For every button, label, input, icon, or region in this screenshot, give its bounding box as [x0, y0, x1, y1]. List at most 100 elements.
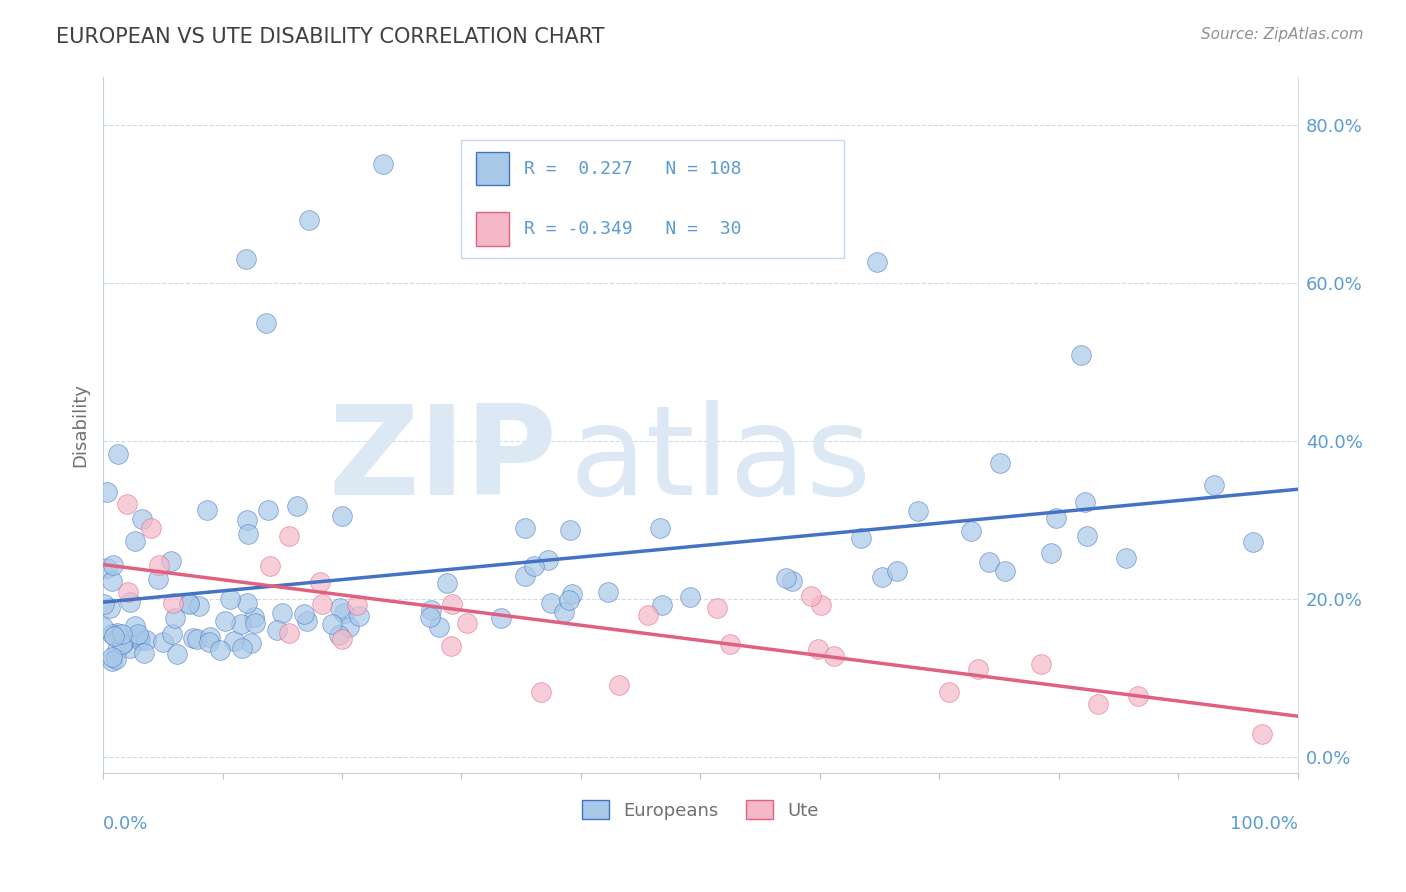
Point — [1087, 698, 1109, 712]
Point — [419, 603, 441, 617]
Point — [540, 596, 562, 610]
Point — [256, 503, 278, 517]
Point — [103, 629, 125, 643]
Point — [278, 626, 301, 640]
Point — [131, 512, 153, 526]
Point — [132, 646, 155, 660]
Text: EUROPEAN VS UTE DISABILITY CORRELATION CHART: EUROPEAN VS UTE DISABILITY CORRELATION C… — [56, 27, 605, 46]
Point — [235, 252, 257, 267]
Point — [100, 650, 122, 665]
Point — [152, 635, 174, 649]
Point — [128, 630, 150, 644]
Point — [1241, 534, 1264, 549]
Point — [101, 627, 124, 641]
Point — [330, 632, 353, 646]
Point — [218, 591, 240, 606]
Point — [966, 662, 988, 676]
Point — [807, 641, 830, 656]
Y-axis label: Disability: Disability — [72, 384, 89, 467]
Point — [419, 610, 441, 624]
Point — [195, 503, 218, 517]
Text: 100.0%: 100.0% — [1230, 815, 1298, 833]
Text: R =  0.227   N = 108: R = 0.227 N = 108 — [523, 160, 741, 178]
Point — [222, 634, 245, 648]
Point — [886, 564, 908, 578]
Point — [1115, 551, 1137, 566]
Point — [1039, 546, 1062, 560]
Point — [112, 635, 135, 649]
Text: R = -0.349   N =  30: R = -0.349 N = 30 — [523, 220, 741, 238]
Point — [782, 574, 804, 588]
Point — [489, 611, 512, 625]
Point — [115, 497, 138, 511]
Point — [181, 631, 204, 645]
Point — [371, 157, 394, 171]
Point — [907, 504, 929, 518]
Point — [117, 585, 139, 599]
Point — [96, 485, 118, 500]
Point — [101, 574, 124, 589]
Point — [118, 641, 141, 656]
Point — [104, 652, 127, 666]
Point — [270, 606, 292, 620]
Point — [285, 500, 308, 514]
Point — [522, 559, 544, 574]
Point — [148, 558, 170, 573]
Point — [648, 521, 671, 535]
Point — [1045, 511, 1067, 525]
Point — [259, 559, 281, 574]
Point — [1250, 726, 1272, 740]
Point — [146, 572, 169, 586]
Point — [93, 620, 115, 634]
Point — [243, 616, 266, 631]
Point — [427, 620, 450, 634]
Point — [977, 555, 1000, 569]
Point — [823, 649, 845, 664]
Point — [810, 598, 832, 612]
Legend: Europeans, Ute: Europeans, Ute — [575, 793, 825, 827]
Point — [849, 531, 872, 545]
Point — [298, 212, 321, 227]
Point — [295, 614, 318, 628]
Point — [332, 606, 354, 620]
Point — [231, 640, 253, 655]
Point — [706, 600, 728, 615]
Point — [959, 524, 981, 539]
Point — [440, 639, 463, 653]
Point — [866, 254, 889, 268]
Point — [309, 574, 332, 589]
Point — [1126, 689, 1149, 703]
Point — [346, 598, 368, 612]
Point — [124, 533, 146, 548]
Bar — [475, 212, 509, 246]
Point — [98, 601, 121, 615]
Point — [128, 632, 150, 647]
Point — [186, 632, 208, 646]
Point — [200, 630, 222, 644]
Point — [208, 643, 231, 657]
Point — [596, 585, 619, 599]
Point — [513, 521, 536, 535]
Point — [135, 632, 157, 647]
Point — [349, 608, 371, 623]
Point — [1029, 657, 1052, 672]
Point — [177, 597, 200, 611]
Point — [870, 569, 893, 583]
Point — [294, 607, 316, 621]
Point — [311, 597, 333, 611]
Point — [513, 568, 536, 582]
Point — [197, 635, 219, 649]
Point — [235, 596, 257, 610]
Point — [240, 636, 263, 650]
Point — [553, 605, 575, 619]
Point — [775, 571, 797, 585]
Point — [96, 560, 118, 574]
Text: Source: ZipAtlas.com: Source: ZipAtlas.com — [1201, 27, 1364, 42]
Point — [214, 614, 236, 628]
Point — [651, 598, 673, 612]
Point — [637, 608, 659, 623]
FancyBboxPatch shape — [461, 140, 844, 259]
Text: 0.0%: 0.0% — [103, 815, 149, 833]
Point — [537, 553, 560, 567]
Point — [127, 627, 149, 641]
